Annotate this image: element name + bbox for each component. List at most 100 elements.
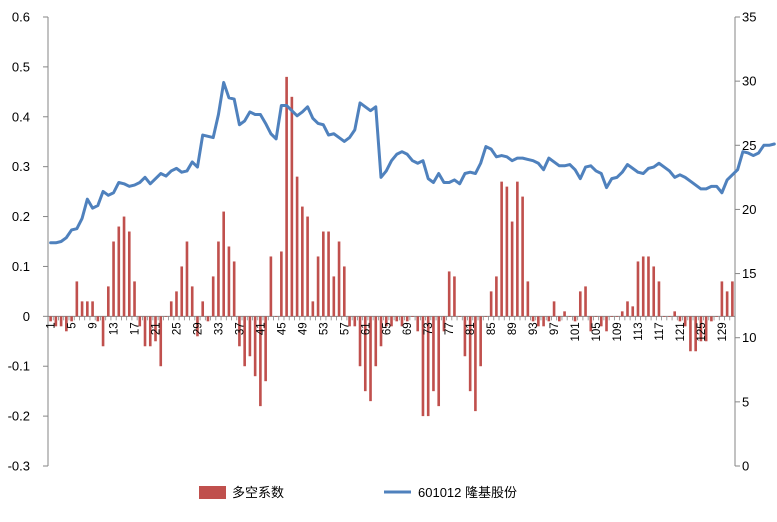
bar	[437, 316, 441, 407]
bar	[70, 316, 73, 322]
x-axis-tick-label: 89	[507, 322, 519, 335]
x-axis-tick-label: 21	[151, 322, 163, 335]
bar	[238, 316, 241, 347]
bar	[426, 316, 430, 417]
bar	[704, 316, 708, 342]
bar	[505, 186, 509, 317]
bar	[468, 316, 472, 392]
x-axis-tick-label: 37	[234, 322, 246, 335]
bar	[683, 316, 687, 327]
bar	[369, 316, 372, 402]
x-axis-tick-label: 113	[633, 322, 645, 340]
bar	[285, 76, 288, 317]
bar	[421, 316, 425, 417]
bar	[243, 316, 246, 367]
bar	[211, 276, 215, 317]
bar	[253, 316, 257, 377]
bar	[185, 241, 189, 317]
bar	[248, 316, 252, 357]
right-axis-tick-label: 5	[742, 394, 749, 409]
x-axis-tick-label: 53	[318, 322, 330, 335]
bar	[542, 316, 545, 327]
bar	[395, 316, 399, 322]
bar	[127, 231, 131, 317]
right-axis-tick-label: 35	[742, 10, 756, 25]
bar	[159, 316, 163, 367]
bar	[731, 281, 734, 317]
x-axis-tick-label: 13	[109, 322, 121, 335]
bar	[101, 316, 105, 347]
bar	[65, 316, 68, 332]
bar	[269, 256, 273, 317]
bar	[358, 316, 362, 367]
right-axis-tick-label: 20	[742, 202, 756, 217]
x-axis-tick-label: 9	[88, 322, 100, 328]
bar	[264, 316, 267, 382]
x-axis-tick-label: 121	[675, 322, 687, 341]
bar	[306, 216, 309, 317]
bar	[295, 176, 299, 317]
bar	[274, 316, 278, 317]
bar	[117, 226, 121, 317]
bar	[138, 316, 142, 327]
bar	[589, 316, 593, 332]
bar	[80, 301, 84, 317]
x-axis-tick-label: 109	[612, 322, 624, 341]
line-series-601012	[49, 80, 776, 245]
bar	[510, 221, 514, 317]
right-axis-tick-label: 30	[742, 74, 756, 89]
left-axis-tick-label: 0.6	[12, 10, 30, 25]
bar	[227, 246, 231, 317]
x-axis-tick-label: 25	[171, 322, 183, 335]
bar	[143, 316, 147, 347]
x-axis-tick-label: 73	[423, 322, 435, 335]
bar	[720, 281, 724, 317]
x-axis-tick-label: 85	[486, 322, 498, 335]
right-axis-tick-label: 0	[742, 459, 749, 474]
right-axis-tick-label: 25	[742, 138, 756, 153]
bar-series-多空系数	[49, 76, 734, 417]
x-axis-tick-label: 125	[696, 322, 708, 341]
left-axis-tick-label: 0.5	[12, 59, 30, 74]
bar	[552, 301, 556, 317]
bar	[106, 286, 110, 317]
x-axis-tick-label: 45	[276, 322, 288, 335]
bar	[196, 316, 199, 337]
bar	[531, 316, 535, 322]
bar	[442, 316, 446, 332]
bar	[657, 281, 661, 317]
bar	[332, 276, 336, 317]
bar	[689, 316, 692, 352]
bar	[400, 316, 404, 327]
bar	[190, 286, 194, 317]
right-axis-tick-labels: 0 5 10 15 20 25 30 35	[742, 10, 756, 474]
bar	[416, 316, 420, 332]
bar	[678, 316, 682, 322]
bar	[453, 276, 456, 317]
bar	[363, 316, 367, 392]
x-axis-tick-label: 61	[360, 322, 372, 335]
bar	[458, 316, 461, 317]
x-axis-tick-label: 33	[213, 322, 225, 335]
x-axis-tick-label: 41	[255, 322, 267, 335]
bar	[217, 241, 220, 317]
bar	[673, 311, 677, 317]
bar	[311, 301, 315, 317]
bar	[479, 316, 482, 367]
bar	[232, 261, 236, 317]
bar	[337, 241, 341, 317]
bar	[280, 251, 283, 317]
bar	[489, 291, 493, 317]
bar	[615, 316, 619, 317]
legend-swatch-bar	[199, 486, 226, 499]
bar	[59, 316, 63, 327]
bar	[175, 291, 178, 317]
left-axis-tick-label: -0.2	[8, 409, 30, 424]
bar	[495, 276, 498, 317]
bar	[169, 301, 173, 317]
bar	[133, 281, 136, 317]
right-axis-tick-label: 15	[742, 266, 756, 281]
x-axis-tick-label: 97	[549, 322, 561, 335]
bar	[620, 311, 624, 317]
